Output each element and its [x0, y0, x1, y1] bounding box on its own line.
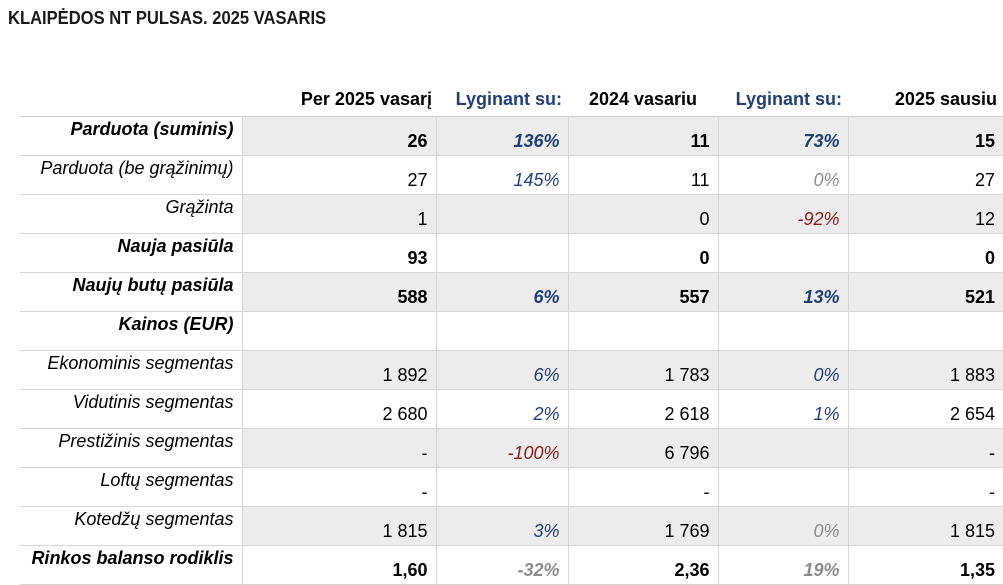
row-label: Rinkos balanso rodiklis	[20, 545, 242, 585]
cell-current: 93	[241, 233, 436, 273]
cell-prev-month: 1 815	[847, 506, 1003, 546]
cell-change-year	[435, 311, 568, 351]
header-compare-month: Lyginant su:	[718, 82, 848, 117]
cell-current: -	[241, 428, 436, 468]
cell-change-month: -92%	[717, 194, 848, 234]
row-label: Kainos (EUR)	[20, 311, 242, 351]
cell-change-year: 136%	[435, 116, 568, 156]
table-row: Grąžinta 1 0 -92% 12	[20, 194, 1003, 234]
cell-change-year: -100%	[435, 428, 568, 468]
cell-prev-month: -	[847, 428, 1003, 468]
cell-current: 27	[241, 155, 436, 195]
cell-change-month: 0%	[717, 155, 848, 195]
cell-change-year: -32%	[435, 545, 568, 585]
row-label: Naujų butų pasiūla	[20, 272, 242, 312]
cell-change-year	[435, 233, 568, 273]
cell-prev-month: 1 883	[847, 350, 1003, 390]
table-row: Kainos (EUR)	[20, 311, 1003, 351]
header-prev-year: 2024 vasariu	[568, 82, 718, 117]
cell-change-month: 73%	[717, 116, 848, 156]
cell-change-month	[717, 428, 848, 468]
row-label: Grąžinta	[20, 194, 242, 234]
cell-prev-month: 521	[847, 272, 1003, 312]
cell-current: -	[241, 467, 436, 507]
cell-prev-month: -	[847, 467, 1003, 507]
cell-current: 26	[241, 116, 436, 156]
cell-prev-year: 1 783	[567, 350, 718, 390]
table-row: Parduota (be grąžinimų) 27 145% 11 0% 27	[20, 155, 1003, 195]
cell-current: 1,60	[241, 545, 436, 585]
cell-change-year	[435, 194, 568, 234]
cell-change-month: 13%	[717, 272, 848, 312]
cell-prev-year	[567, 311, 718, 351]
table-row: Ekonominis segmentas 1 892 6% 1 783 0% 1 883	[20, 350, 1003, 390]
cell-current: 588	[241, 272, 436, 312]
row-label: Kotedžų segmentas	[20, 506, 242, 546]
table-row: Prestižinis segmentas - -100% 6 796-	[20, 428, 1003, 468]
cell-change-month	[717, 233, 848, 273]
table-row: Rinkos balanso rodiklis 1,60 -32% 2,36 19% 1,…	[20, 545, 1003, 585]
cell-change-month: 0%	[717, 350, 848, 390]
cell-prev-year: 0	[567, 194, 718, 234]
cell-current: 1 892	[241, 350, 436, 390]
row-label: Loftų segmentas	[20, 467, 242, 507]
row-label: Parduota (suminis)	[20, 116, 242, 156]
row-label: Vidutinis segmentas	[20, 389, 242, 429]
cell-change-year: 6%	[435, 272, 568, 312]
cell-current: 1	[241, 194, 436, 234]
pulse-table: Per 2025 vasarį Lyginant su: 2024 vasari…	[20, 82, 1003, 585]
header-row: Per 2025 vasarį Lyginant su: 2024 vasari…	[20, 82, 1003, 117]
cell-change-month	[717, 467, 848, 507]
cell-change-month: 0%	[717, 506, 848, 546]
header-current: Per 2025 vasarį	[242, 82, 436, 117]
cell-prev-year: 2,36	[567, 545, 718, 585]
header-compare-year: Lyginant su:	[436, 82, 568, 117]
cell-prev-year: 1 769	[567, 506, 718, 546]
cell-prev-year: 2 618	[567, 389, 718, 429]
header-prev-month: 2025 sausiu	[848, 82, 1003, 117]
row-label: Parduota (be grąžinimų)	[20, 155, 242, 195]
cell-prev-month: 0	[847, 233, 1003, 273]
page-title: KLAIPĖDOS NT PULSAS. 2025 VASARIS	[8, 8, 327, 28]
cell-change-month: 19%	[717, 545, 848, 585]
cell-current: 1 815	[241, 506, 436, 546]
cell-prev-year: 557	[567, 272, 718, 312]
table-row: Loftų segmentas - - -	[20, 467, 1003, 507]
cell-change-year	[435, 467, 568, 507]
cell-change-month: 1%	[717, 389, 848, 429]
cell-prev-month: 15	[847, 116, 1003, 156]
row-label: Ekonominis segmentas	[20, 350, 242, 390]
cell-prev-year: 11	[567, 116, 718, 156]
cell-change-year: 145%	[435, 155, 568, 195]
table-row: Parduota (suminis) 26 136% 11 73% 15	[20, 116, 1003, 156]
cell-prev-month: 27	[847, 155, 1003, 195]
row-label: Nauja pasiūla	[20, 233, 242, 273]
cell-prev-year: 11	[567, 155, 718, 195]
cell-current	[241, 311, 436, 351]
table-row: Nauja pasiūla 93 0 0	[20, 233, 1003, 273]
table-row: Kotedžų segmentas 1 815 3% 1 769 0% 1 815	[20, 506, 1003, 546]
cell-prev-year: 6 796	[567, 428, 718, 468]
cell-prev-year: -	[567, 467, 718, 507]
cell-change-year: 6%	[435, 350, 568, 390]
cell-prev-year: 0	[567, 233, 718, 273]
cell-prev-month: 1,35	[847, 545, 1003, 585]
row-label: Prestižinis segmentas	[20, 428, 242, 468]
table-row: Naujų butų pasiūla 588 6% 557 13% 521	[20, 272, 1003, 312]
table-row: Vidutinis segmentas 2 680 2% 2 618 1% 2 654	[20, 389, 1003, 429]
cell-current: 2 680	[241, 389, 436, 429]
cell-change-month	[717, 311, 848, 351]
header-label-col	[20, 82, 242, 117]
cell-change-year: 2%	[435, 389, 568, 429]
cell-change-year: 3%	[435, 506, 568, 546]
cell-prev-month: 12	[847, 194, 1003, 234]
cell-prev-month	[847, 311, 1003, 351]
cell-prev-month: 2 654	[847, 389, 1003, 429]
